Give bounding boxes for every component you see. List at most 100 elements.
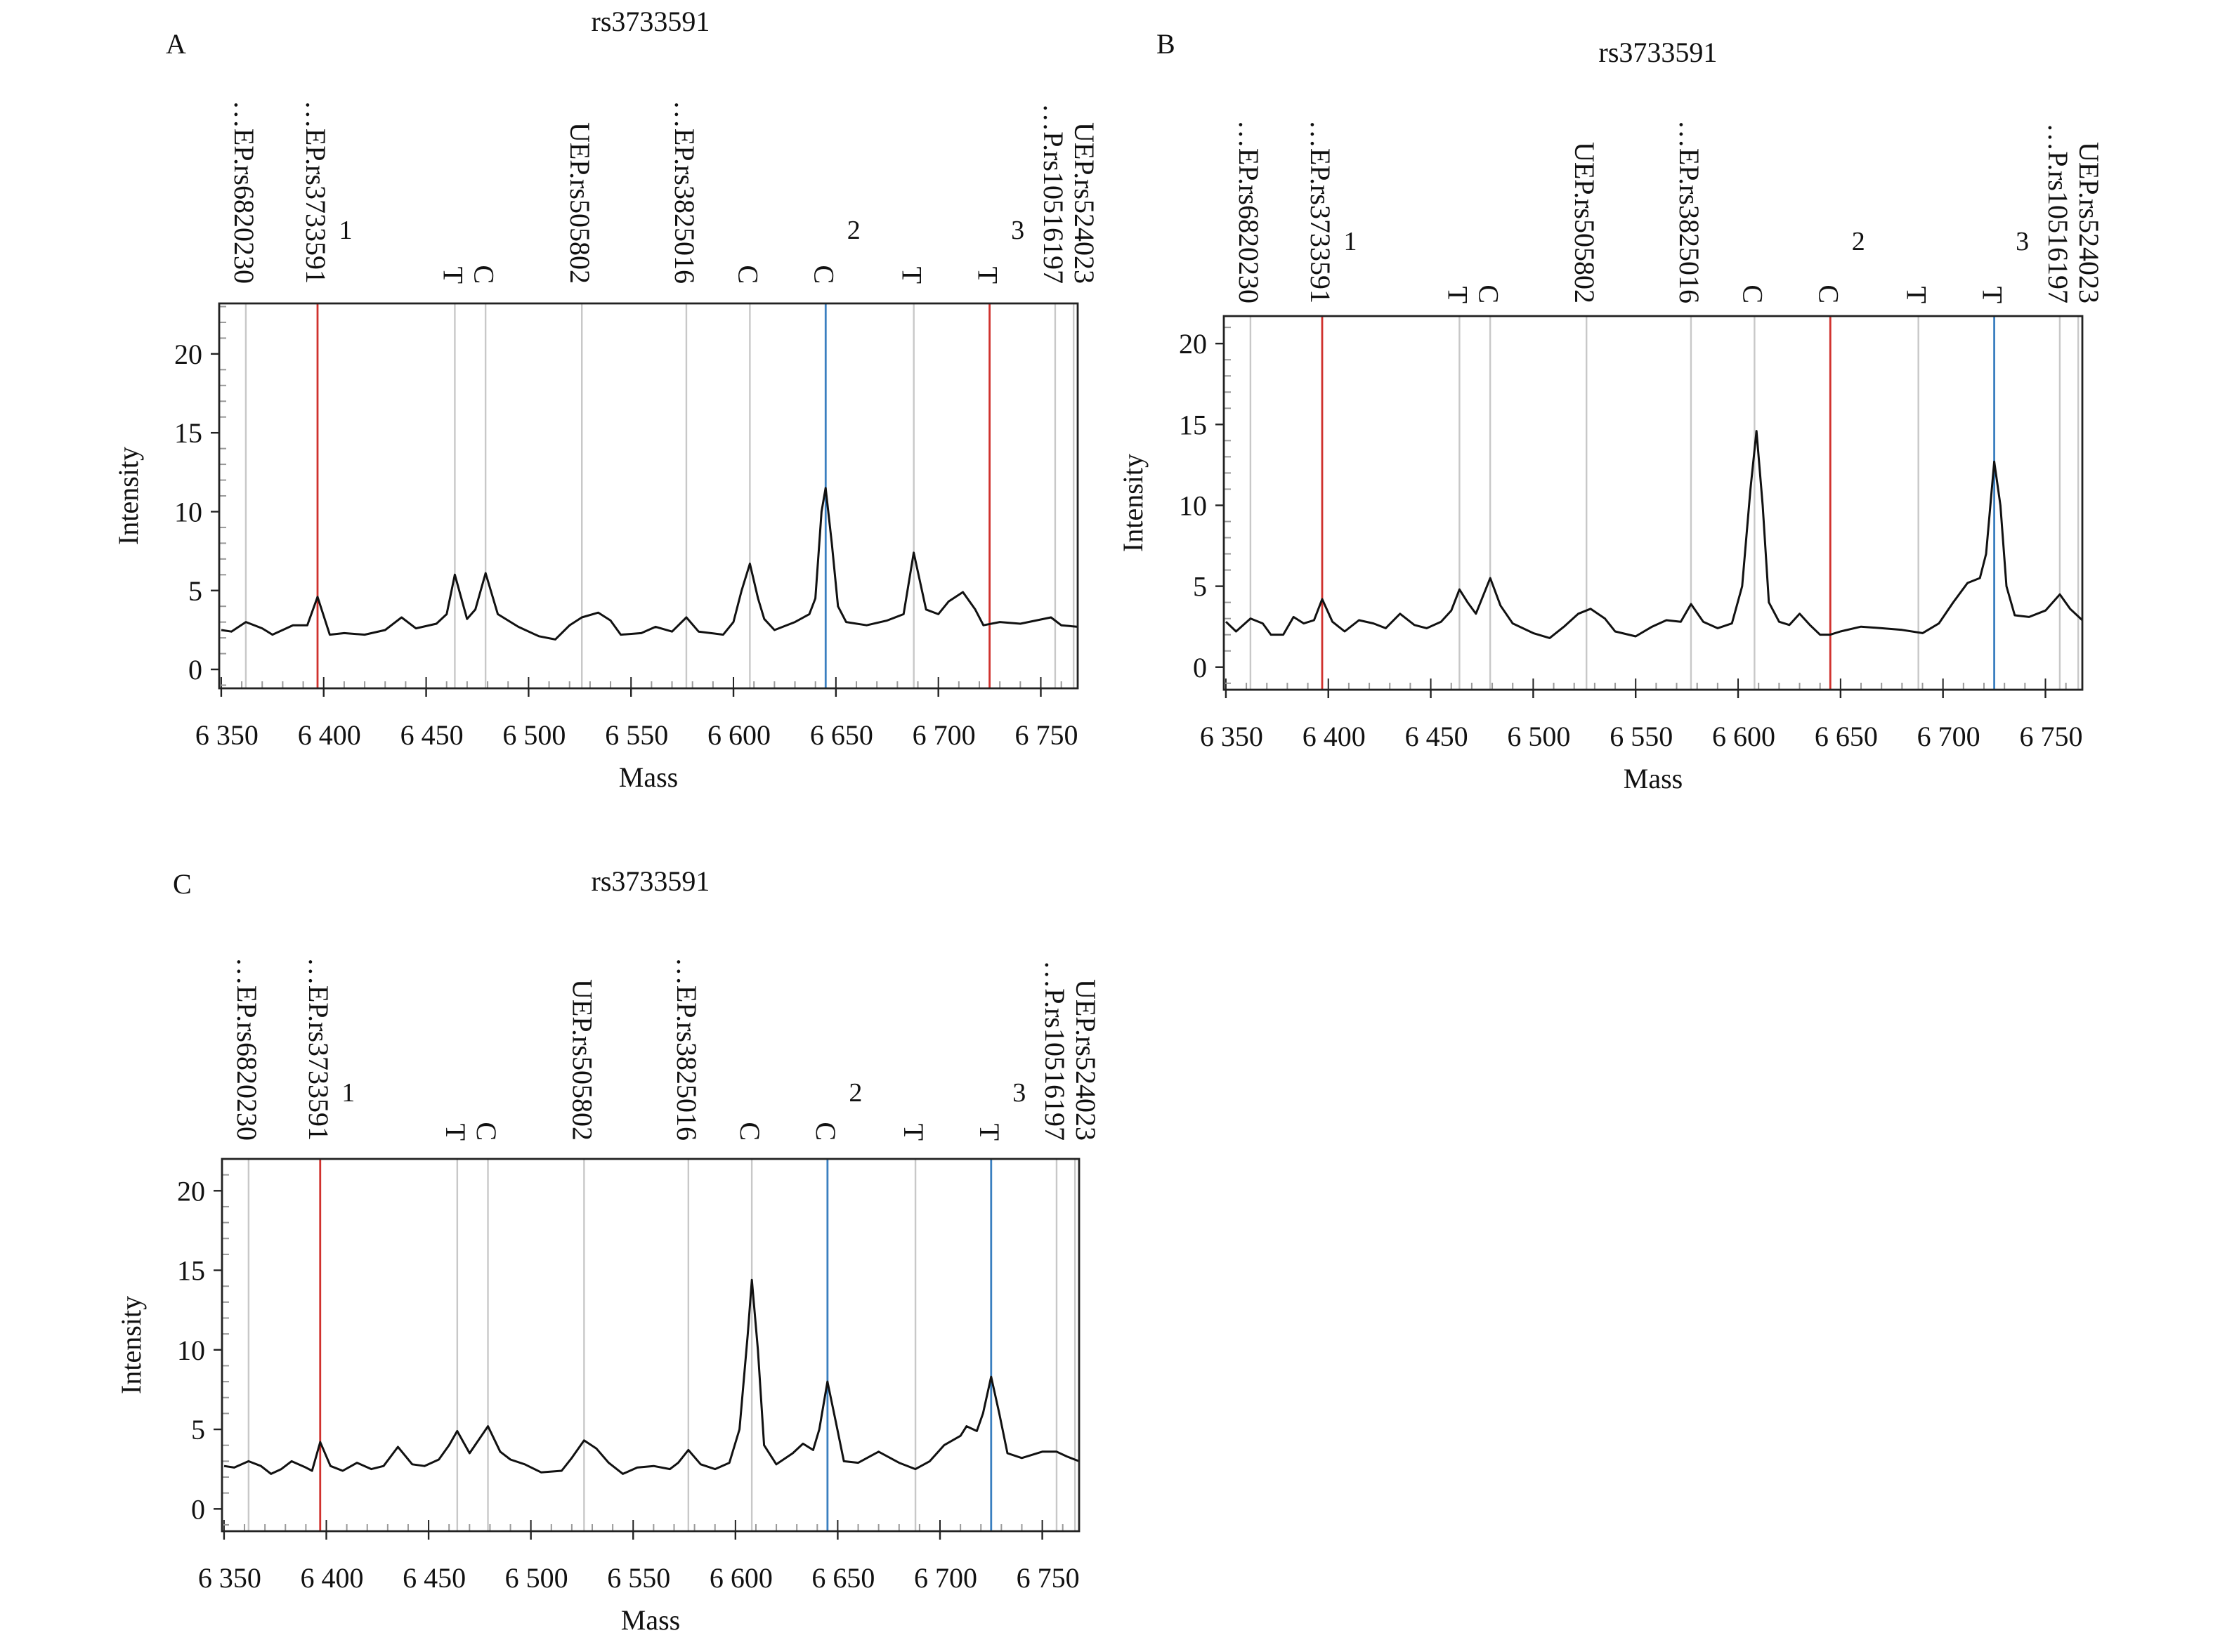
y-tick-label: 5 [188,575,202,607]
y-tick-label: 15 [1179,409,1207,440]
marker-label: T [1901,287,1933,303]
marker-number: 2 [849,1078,862,1108]
marker-label: …P.rs10516197 [2042,123,2074,303]
marker-label: UEP.rs524023 [1069,122,1100,284]
x-tick-label: 6 450 [403,1562,466,1594]
panel-label: C [173,868,192,900]
y-tick-label: 5 [191,1414,205,1446]
marker-number: 1 [341,1078,355,1108]
x-tick-label: 6 750 [1017,1562,1080,1594]
y-tick-label: 10 [174,496,202,527]
marker-number: 3 [1011,216,1024,245]
marker-label: C [1737,284,1768,303]
x-tick-label: 6 700 [914,1562,977,1594]
marker-label: UEP.rs524023 [1070,979,1102,1141]
y-tick-label: 15 [177,1255,205,1287]
y-tick-label: 20 [174,339,202,370]
y-axis-label: Intensity [1117,454,1149,552]
marker-label: …EP.rs3825016 [669,100,700,284]
marker-label: C [1813,284,1844,303]
marker-label: T [440,1124,471,1141]
x-tick-label: 6 750 [2020,721,2083,752]
marker-label: …EP.rs6820230 [228,100,260,284]
x-tick-label: 6 500 [1507,721,1570,752]
x-tick-label: 6 350 [198,1562,261,1594]
x-tick-label: 6 550 [605,719,668,751]
marker-label: C [808,265,840,284]
x-tick-label: 6 600 [1712,721,1775,752]
marker-label: C [810,1122,842,1141]
marker-label: …EP.rs6820230 [231,957,263,1141]
intensity-trace [221,487,1078,641]
x-tick-label: 6 500 [505,1562,568,1594]
marker-label: UEP.rs505802 [1569,142,1600,303]
y-tick-label: 20 [177,1175,205,1207]
y-axis-label: Intensity [112,447,144,545]
x-tick-label: 6 650 [1815,721,1878,752]
x-tick-label: 6 350 [1200,721,1263,752]
y-tick-label: 10 [1179,490,1207,521]
marker-label: T [972,267,1004,284]
x-tick-label: 6 700 [1917,721,1980,752]
marker-number: 1 [1343,227,1357,256]
intensity-trace [1225,430,2084,639]
x-tick-label: 6 400 [1303,721,1366,752]
marker-label: …EP.rs3825016 [1673,120,1705,303]
marker-label: …P.rs10516197 [1039,960,1071,1141]
plot-frame [218,302,1079,690]
y-tick-label: 5 [1193,571,1207,603]
plot-frame [1222,315,2084,691]
x-tick-label: 6 650 [810,719,873,751]
x-tick-label: 6 600 [710,1562,773,1594]
marker-label: …EP.rs3825016 [671,957,703,1141]
marker-label: T [896,267,928,284]
marker-label: …EP.rs6820230 [1233,120,1265,303]
x-tick-label: 6 400 [298,719,361,751]
y-tick-label: 0 [191,1493,205,1525]
marker-label: T [1977,287,2009,303]
marker-label: UEP.rs505802 [564,122,596,284]
y-tick-label: 15 [174,417,202,449]
marker-label: T [1442,287,1473,303]
panel-label: A [166,28,186,60]
marker-label: …EP.rs3733591 [1305,120,1336,303]
marker-label: C [468,265,500,284]
marker-number: 2 [847,216,861,245]
marker-label: UEP.rs505802 [566,979,598,1141]
marker-number: 1 [339,216,352,245]
marker-label: T [437,267,469,284]
y-tick-label: 0 [188,654,202,686]
x-tick-label: 6 700 [913,719,976,751]
x-tick-label: 6 350 [195,719,259,751]
y-axis-label: Intensity [115,1296,147,1394]
x-tick-label: 6 500 [502,719,566,751]
x-axis-label: Mass [1624,763,1683,794]
x-axis-label: Mass [619,761,678,793]
marker-label: …EP.rs3733591 [303,957,334,1141]
marker-label: UEP.rs524023 [2073,142,2105,303]
y-tick-label: 10 [177,1335,205,1366]
plot-frame [221,1158,1081,1533]
panel-label: B [1156,28,1175,60]
marker-label: C [732,265,764,284]
y-tick-label: 0 [1193,652,1207,683]
x-tick-label: 6 650 [811,1562,875,1594]
x-tick-label: 6 600 [707,719,771,751]
marker-label: …EP.rs3733591 [300,100,332,284]
x-axis-label: Mass [621,1604,680,1636]
x-tick-label: 6 450 [1405,721,1468,752]
x-tick-label: 6 450 [400,719,464,751]
marker-number: 3 [1012,1078,1026,1108]
chart-title: rs3733591 [592,865,710,897]
x-tick-label: 6 400 [300,1562,363,1594]
marker-label: T [898,1124,929,1141]
marker-label: C [471,1122,502,1141]
chart-title: rs3733591 [1599,37,1718,68]
marker-label: C [734,1122,766,1141]
y-tick-label: 20 [1179,328,1207,360]
chart-title: rs3733591 [592,6,710,37]
